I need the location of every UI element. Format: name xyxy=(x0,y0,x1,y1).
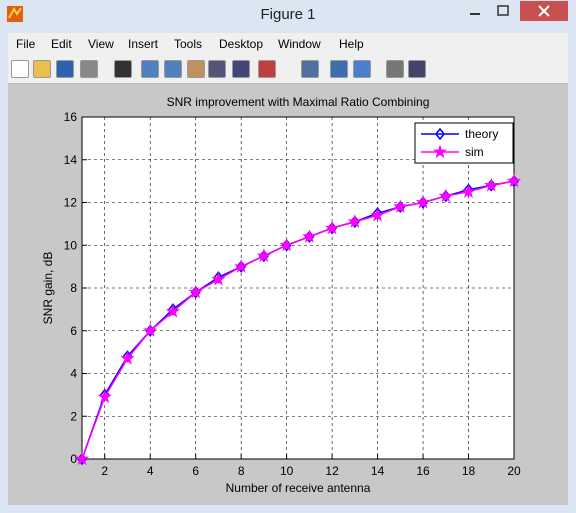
x-tick-label: 14 xyxy=(371,464,385,478)
y-tick-label: 8 xyxy=(70,281,77,295)
toolbar-button[interactable] xyxy=(141,60,159,78)
marker-star xyxy=(165,304,181,318)
y-tick-label: 6 xyxy=(70,324,77,338)
maximize-glyph xyxy=(497,5,509,16)
title-bar: Figure 1 xyxy=(0,0,576,30)
marker-star xyxy=(279,237,294,252)
x-tick-label: 6 xyxy=(192,464,199,478)
marker-star xyxy=(234,259,249,273)
toolbar-button[interactable] xyxy=(11,60,29,78)
toolbar-button[interactable] xyxy=(232,60,250,78)
marker-star xyxy=(461,184,476,198)
close-glyph xyxy=(538,5,550,17)
toolbar-button[interactable] xyxy=(187,60,205,78)
y-axis-label: SNR gain, dB xyxy=(41,252,55,325)
marker-star xyxy=(74,451,90,466)
toolbar xyxy=(8,55,568,84)
x-tick-label: 4 xyxy=(147,464,154,478)
toolbar-button[interactable] xyxy=(301,60,319,78)
x-tick-label: 8 xyxy=(238,464,245,478)
marker-star xyxy=(97,389,112,404)
menu-item[interactable]: Help xyxy=(339,37,364,51)
chart: 0 2 4 6 8 10 12 14 16 2 4 6 8 10 12 14 16 18 20 SNR improve… xyxy=(41,95,522,495)
marker-star xyxy=(506,173,522,188)
title-bar-graphics xyxy=(7,1,568,22)
toolbar-button[interactable] xyxy=(353,60,371,78)
toolbar-button[interactable] xyxy=(258,60,276,78)
toolbar-button[interactable] xyxy=(114,60,132,78)
marker-star xyxy=(370,207,385,222)
marker-star xyxy=(415,195,431,209)
marker-star xyxy=(347,214,362,228)
x-axis-label: Number of receive antenna xyxy=(226,481,371,495)
marker-star xyxy=(324,220,340,235)
legend-box xyxy=(414,122,514,164)
toolbar-button[interactable] xyxy=(208,60,226,78)
x-tick-label: 16 xyxy=(416,464,430,478)
chart-title: SNR improvement with Maximal Ratio Combi… xyxy=(167,95,430,109)
menu-item[interactable]: Desktop xyxy=(219,37,264,51)
y-tick-label: 12 xyxy=(64,196,78,210)
toolbar-button[interactable] xyxy=(330,60,348,78)
window-title: Figure 1 xyxy=(260,6,316,23)
x-tick-label: 18 xyxy=(462,464,476,478)
toolbar-button[interactable] xyxy=(80,60,98,78)
marker-star xyxy=(143,323,158,337)
menu-item[interactable]: View xyxy=(88,37,114,51)
toolbar-button[interactable] xyxy=(408,60,426,78)
x-tick-label: 20 xyxy=(507,464,521,478)
toolbar-button[interactable] xyxy=(33,60,51,78)
y-tick-label: 4 xyxy=(70,367,77,381)
toolbar-button[interactable] xyxy=(386,60,404,78)
toolbar-button[interactable] xyxy=(56,60,74,78)
menu-item[interactable]: Insert xyxy=(128,37,159,51)
y-tick-label: 14 xyxy=(64,153,78,167)
figure-area: 0 2 4 6 8 10 12 14 16 2 4 6 8 10 12 14 16 18 20 SNR improve… xyxy=(8,84,568,505)
marker-star xyxy=(432,144,448,159)
marker-star xyxy=(484,177,499,192)
marker-star xyxy=(438,188,453,203)
y-tick-label: 2 xyxy=(70,409,77,423)
x-tick-label: 12 xyxy=(325,464,339,478)
marker-star xyxy=(211,271,226,286)
legend-label: sim xyxy=(465,145,484,159)
x-tick-label: 2 xyxy=(101,464,108,478)
x-tick-label: 10 xyxy=(280,464,294,478)
toolbar-button[interactable] xyxy=(164,60,182,78)
marker-diamond xyxy=(435,127,445,141)
y-tick-label: 10 xyxy=(64,238,78,252)
axes-box xyxy=(81,116,515,460)
menu-item[interactable]: Edit xyxy=(51,37,72,51)
marker-star xyxy=(393,199,408,213)
marker-star xyxy=(120,350,135,365)
menu-item[interactable]: File xyxy=(16,37,36,51)
series-line xyxy=(81,180,515,460)
menu-item[interactable]: Tools xyxy=(174,37,203,51)
marker-star xyxy=(188,284,203,299)
legend-label: theory xyxy=(465,127,498,141)
app-icon-glyph xyxy=(8,7,22,19)
y-tick-label: 0 xyxy=(70,452,77,466)
marker-star xyxy=(256,248,272,263)
menu-item[interactable]: Window xyxy=(278,37,321,51)
y-tick-label: 16 xyxy=(64,110,78,124)
marker-star xyxy=(302,229,317,243)
menu-bar: File Edit View Insert Tools Desktop Window Help xyxy=(8,33,568,55)
